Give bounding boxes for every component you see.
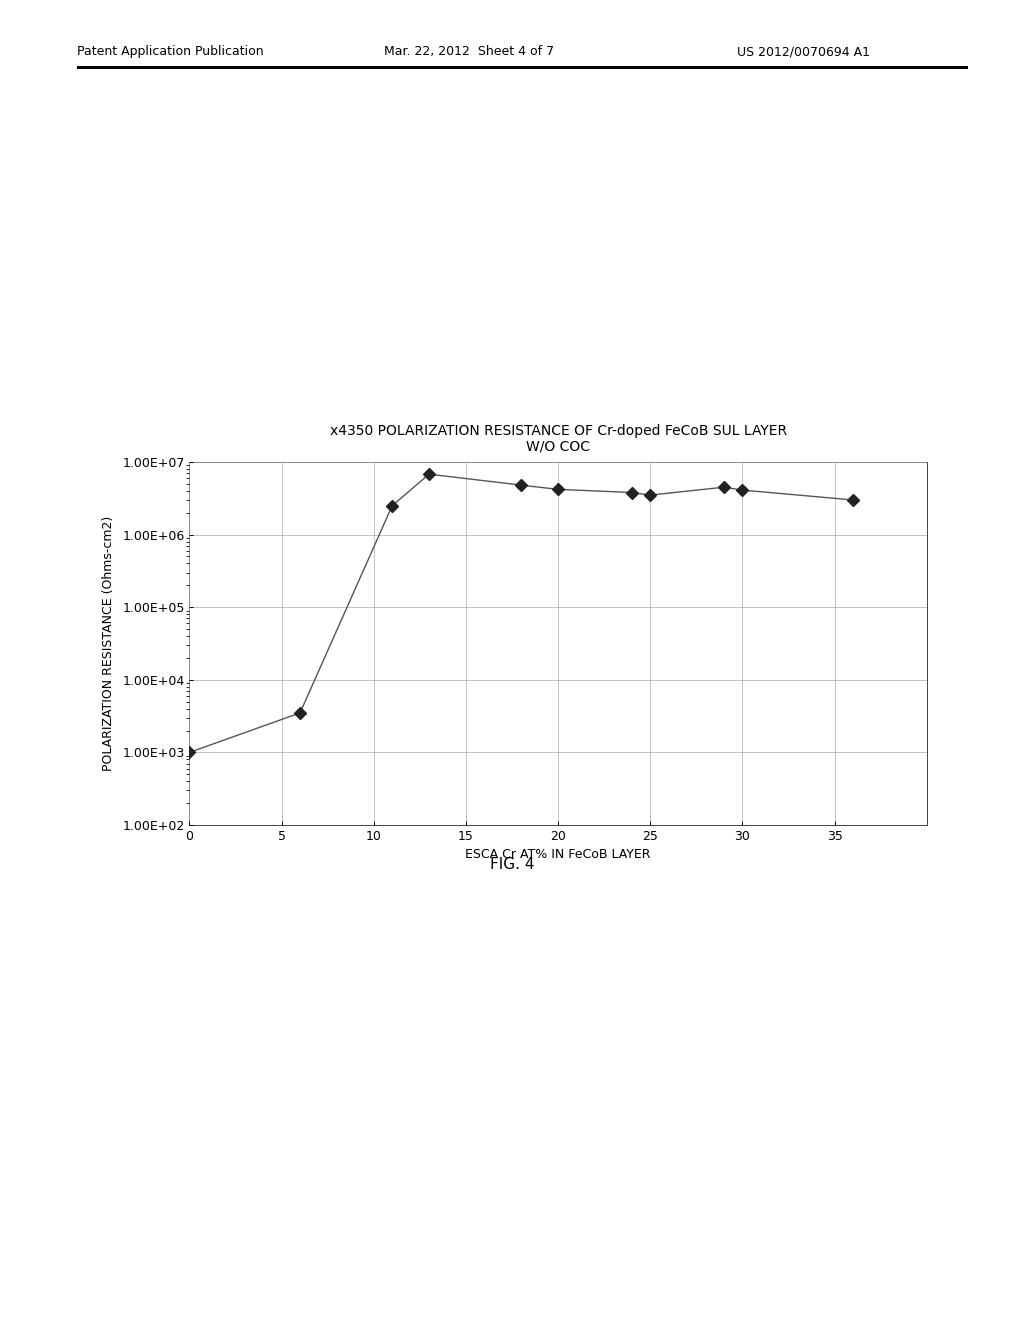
Text: US 2012/0070694 A1: US 2012/0070694 A1	[737, 45, 870, 58]
X-axis label: ESCA Cr AT% IN FeCoB LAYER: ESCA Cr AT% IN FeCoB LAYER	[465, 849, 651, 862]
Y-axis label: POLARIZATION RESISTANCE (Ohms-cm2): POLARIZATION RESISTANCE (Ohms-cm2)	[102, 516, 116, 771]
Text: Patent Application Publication: Patent Application Publication	[77, 45, 263, 58]
Text: FIG. 4: FIG. 4	[489, 857, 535, 873]
Title: x4350 POLARIZATION RESISTANCE OF Cr-doped FeCoB SUL LAYER
W/O COC: x4350 POLARIZATION RESISTANCE OF Cr-dope…	[330, 424, 786, 454]
Text: Mar. 22, 2012  Sheet 4 of 7: Mar. 22, 2012 Sheet 4 of 7	[384, 45, 554, 58]
